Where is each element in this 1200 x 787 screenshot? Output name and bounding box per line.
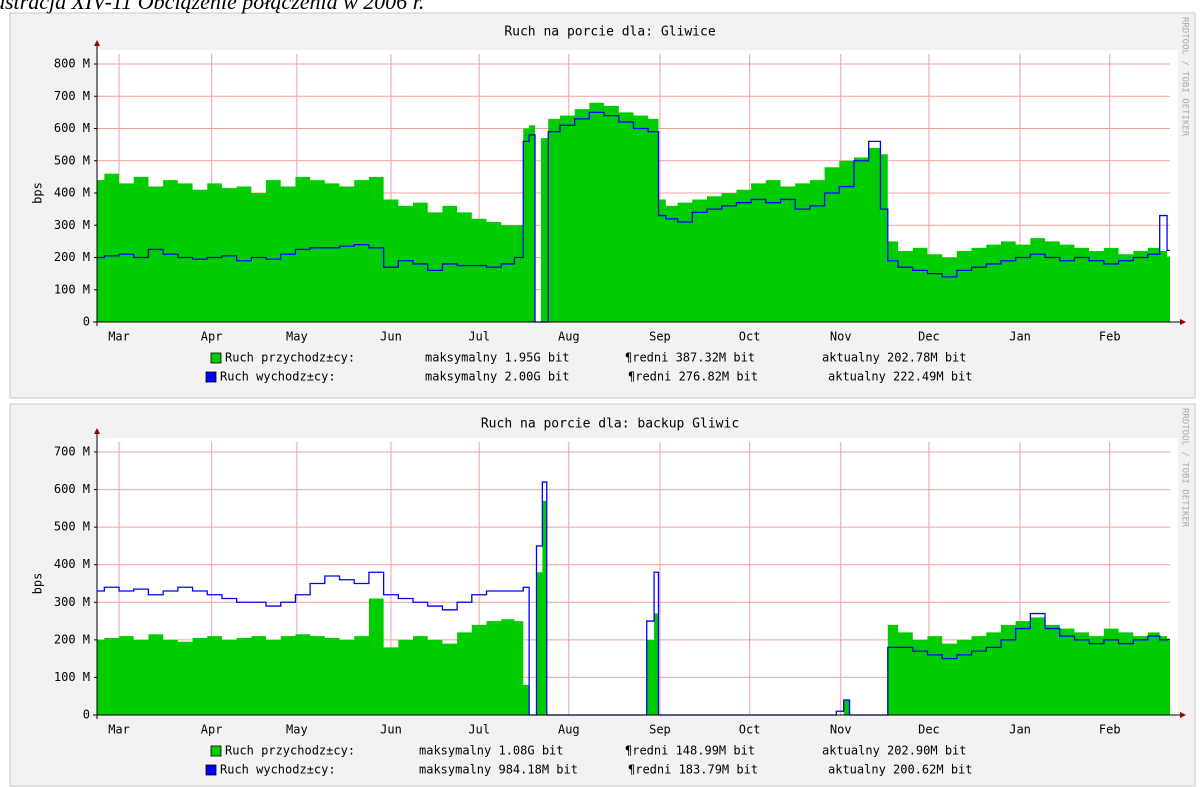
- y-tick-label: 400 M: [54, 186, 90, 200]
- y-axis-label: bps: [31, 573, 45, 595]
- legend-label: Ruch przychodz±cy:: [225, 744, 355, 758]
- y-tick-label: 600 M: [54, 121, 90, 135]
- x-tick-label: Sep: [649, 723, 671, 737]
- x-tick-label: Feb: [1099, 723, 1121, 737]
- x-tick-label: Jan: [1009, 330, 1031, 344]
- y-tick-label: 700 M: [54, 445, 90, 459]
- x-tick-label: Dec: [918, 330, 940, 344]
- legend-swatch: [205, 371, 217, 383]
- y-tick-label: 500 M: [54, 520, 90, 534]
- legend-stat: ¶redni 183.79M bit: [628, 763, 758, 777]
- x-tick-label: Jun: [380, 330, 402, 344]
- y-tick-label: 200 M: [54, 250, 90, 264]
- x-tick-label: Feb: [1099, 330, 1121, 344]
- y-tick-label: 300 M: [54, 595, 90, 609]
- axis-arrow: [94, 428, 100, 434]
- legend-swatch: [210, 745, 222, 757]
- watermark: RRDTOOL / TOBI OETIKER: [1180, 408, 1190, 528]
- x-tick-label: Nov: [830, 723, 852, 737]
- x-tick-label: Dec: [918, 723, 940, 737]
- x-tick-label: Nov: [830, 330, 852, 344]
- y-tick-label: 0: [83, 315, 90, 329]
- legend-stat: ¶redni 148.99M bit: [625, 744, 755, 758]
- legend-stat: maksymalny 2.00G bit: [425, 370, 570, 384]
- axis-arrow: [1180, 712, 1186, 718]
- line-series: [97, 111, 1170, 323]
- watermark: RRDTOOL / TOBI OETIKER: [1180, 17, 1190, 137]
- caption: ustracja XIV-11 Obciążenie połączenia w …: [0, 0, 424, 14]
- axis-arrow: [94, 40, 100, 46]
- y-tick-label: 700 M: [54, 89, 90, 103]
- area-series: [97, 500, 1170, 715]
- x-tick-label: Oct: [739, 723, 761, 737]
- y-tick-label: 200 M: [54, 632, 90, 646]
- x-tick-label: Apr: [201, 330, 223, 344]
- y-tick-label: 400 M: [54, 557, 90, 571]
- y-tick-label: 600 M: [54, 482, 90, 496]
- y-axis-label: bps: [31, 182, 45, 204]
- legend-label: Ruch przychodz±cy:: [225, 351, 355, 365]
- x-tick-label: Sep: [649, 330, 671, 344]
- legend-stat: ¶redni 276.82M bit: [628, 370, 758, 384]
- legend-stat: ¶redni 387.32M bit: [625, 351, 755, 365]
- legend-stat: maksymalny 984.18M bit: [419, 763, 578, 777]
- legend-stat: aktualny 222.49M bit: [828, 370, 973, 384]
- chart-title: Ruch na porcie dla: backup Gliwic: [481, 417, 739, 432]
- x-tick-label: Jan: [1009, 723, 1031, 737]
- x-tick-label: Aug: [558, 330, 580, 344]
- x-tick-label: Mar: [108, 723, 130, 737]
- x-tick-label: Jun: [380, 723, 402, 737]
- chart-title: Ruch na porcie dla: Gliwice: [504, 25, 715, 40]
- legend-swatch: [205, 764, 217, 776]
- x-tick-label: Mar: [108, 330, 130, 344]
- legend-swatch: [210, 352, 222, 364]
- legend-stat: aktualny 202.90M bit: [822, 744, 967, 758]
- y-tick-label: 300 M: [54, 218, 90, 232]
- axis-arrow: [1180, 319, 1186, 325]
- legend-stat: aktualny 200.62M bit: [828, 763, 973, 777]
- y-tick-label: 0: [83, 708, 90, 722]
- legend-stat: maksymalny 1.08G bit: [419, 744, 564, 758]
- y-tick-label: 100 M: [54, 670, 90, 684]
- x-tick-label: Jul: [468, 330, 490, 344]
- x-tick-label: Apr: [201, 723, 223, 737]
- legend-label: Ruch wychodz±cy:: [220, 370, 336, 384]
- y-tick-label: 800 M: [54, 57, 90, 71]
- x-tick-label: May: [286, 723, 308, 737]
- y-tick-label: 500 M: [54, 153, 90, 167]
- line-series: [97, 481, 1170, 716]
- legend-label: Ruch wychodz±cy:: [220, 763, 336, 777]
- legend-stat: aktualny 202.78M bit: [822, 351, 967, 365]
- x-tick-label: Aug: [558, 723, 580, 737]
- x-tick-label: May: [286, 330, 308, 344]
- legend-stat: maksymalny 1.95G bit: [425, 351, 570, 365]
- x-tick-label: Oct: [739, 330, 761, 344]
- y-tick-label: 100 M: [54, 282, 90, 296]
- x-tick-label: Jul: [468, 723, 490, 737]
